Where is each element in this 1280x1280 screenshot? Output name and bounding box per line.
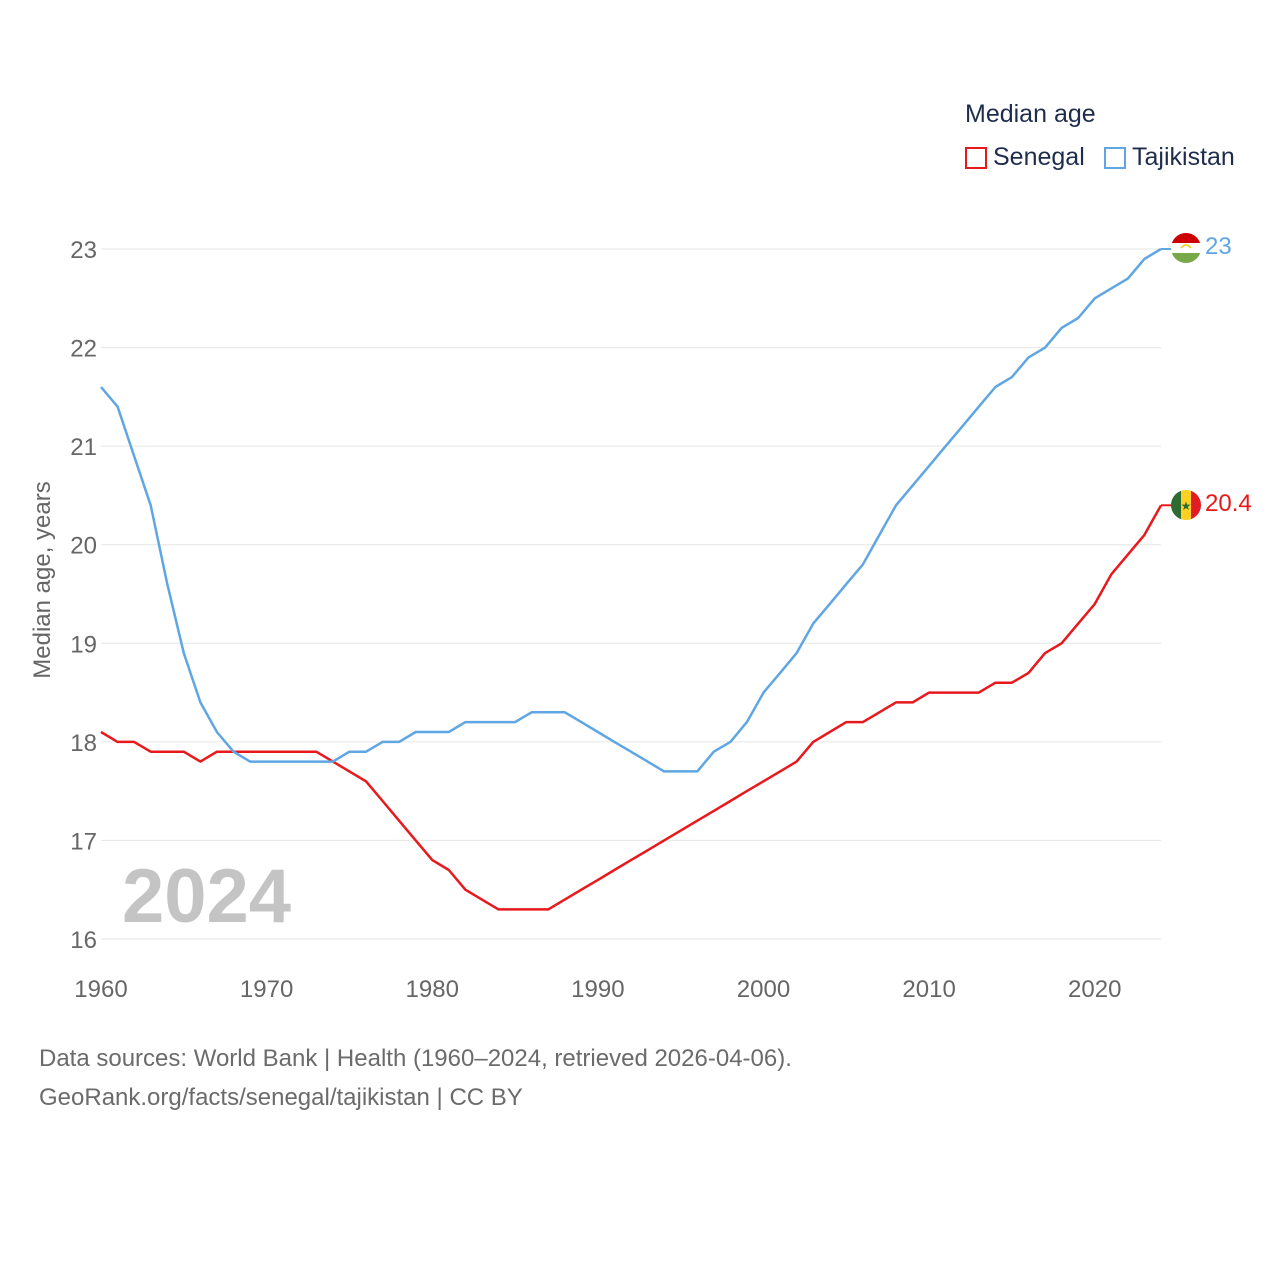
legend-swatch-senegal: [965, 146, 987, 169]
legend-item-senegal[interactable]: Senegal: [965, 143, 1085, 172]
x-tick-label: 1970: [240, 976, 293, 1003]
x-tick-label: 2010: [902, 976, 955, 1003]
y-axis-ticks: 16 17 18 19 20 21 22 23: [70, 237, 97, 954]
senegal-end-value-label: 20.4: [1205, 490, 1252, 517]
legend-swatch-tajikistan: [1104, 146, 1126, 169]
x-tick-label: 1960: [74, 976, 127, 1003]
tajikistan-end-value-label: 23: [1205, 233, 1232, 260]
credit-link[interactable]: GeoRank.org/facts/senegal/tajikistan | C…: [39, 1084, 523, 1111]
legend-title: Median age: [965, 100, 1096, 128]
y-axis-label: Median age, years: [29, 481, 56, 678]
y-tick-label: 22: [70, 336, 97, 363]
gridlines: [101, 248, 1161, 940]
y-tick-label: 16: [70, 927, 97, 954]
x-tick-label: 2020: [1068, 976, 1121, 1003]
senegal-flag-star: ★: [1181, 499, 1192, 513]
x-axis-ticks: 1960 1970 1980 1990 2000 2010 2020: [74, 976, 1121, 1003]
y-tick-label: 18: [70, 730, 97, 757]
y-tick-label: 17: [70, 828, 97, 855]
x-tick-label: 2000: [737, 976, 790, 1003]
legend-label-tajikistan: Tajikistan: [1132, 143, 1235, 171]
series-line-tajikistan[interactable]: [100, 247, 1162, 773]
series-line-senegal[interactable]: [100, 504, 1163, 911]
year-watermark: 2024: [122, 854, 291, 939]
y-tick-label: 20: [70, 533, 97, 560]
data-sources-note: Data sources: World Bank | Health (1960–…: [39, 1045, 792, 1072]
x-tick-label: 1980: [406, 976, 459, 1003]
series-lines: [100, 247, 1172, 911]
legend-item-tajikistan[interactable]: Tajikistan: [1104, 143, 1235, 172]
tajikistan-flag-icon: [1171, 233, 1201, 263]
senegal-flag-icon: ★: [1171, 490, 1201, 520]
x-tick-label: 1990: [571, 976, 624, 1003]
y-tick-label: 19: [70, 631, 97, 658]
legend-label-senegal: Senegal: [993, 143, 1085, 171]
y-tick-label: 23: [70, 237, 97, 264]
y-tick-label: 21: [70, 434, 97, 461]
